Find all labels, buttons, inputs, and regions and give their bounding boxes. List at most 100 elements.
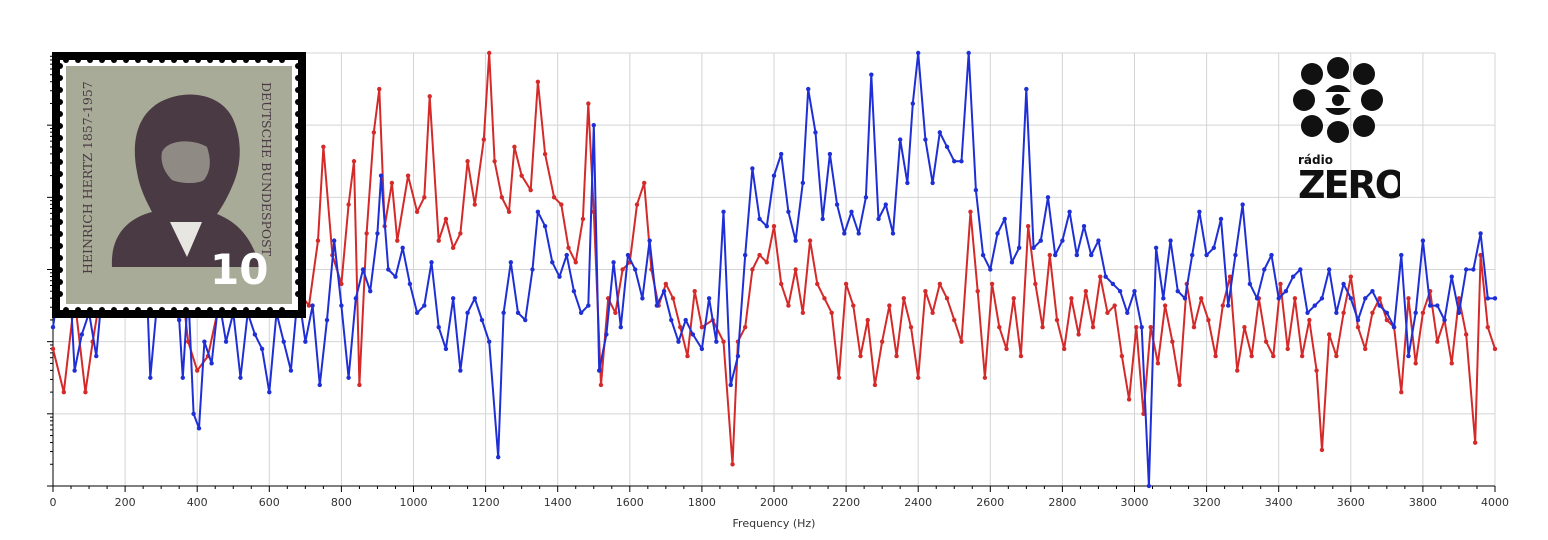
data-point — [443, 216, 449, 222]
data-point — [1283, 288, 1289, 294]
data-point — [1334, 353, 1339, 359]
data-point — [968, 209, 973, 214]
data-point — [1285, 346, 1290, 352]
data-point — [591, 122, 596, 128]
data-point — [1240, 202, 1245, 207]
data-point — [1427, 303, 1433, 308]
data-point — [883, 202, 888, 207]
data-point — [944, 144, 950, 150]
data-point — [1435, 339, 1440, 344]
data-point — [1242, 325, 1247, 330]
data-point — [586, 303, 591, 308]
data-point — [1269, 252, 1274, 258]
data-point — [647, 238, 652, 243]
data-point — [1262, 267, 1267, 272]
data-point — [443, 346, 449, 352]
data-point — [1341, 310, 1346, 315]
data-point — [786, 209, 791, 214]
data-point — [458, 231, 463, 236]
data-point — [324, 317, 330, 323]
data-point — [764, 260, 769, 265]
data-point — [578, 310, 584, 315]
data-point — [786, 303, 791, 308]
data-point — [856, 231, 861, 236]
data-point — [966, 50, 971, 56]
data-point — [1363, 296, 1368, 301]
data-point — [79, 332, 85, 337]
data-point — [94, 353, 99, 359]
data-point — [559, 202, 564, 207]
x-tick-label: 1600 — [616, 496, 644, 509]
data-point — [389, 180, 395, 186]
data-point — [535, 79, 541, 85]
data-point — [1096, 238, 1101, 243]
data-point — [699, 325, 705, 330]
data-point — [618, 325, 623, 330]
data-point — [620, 267, 625, 272]
x-tick-label: 600 — [259, 496, 280, 509]
data-point — [1024, 86, 1029, 92]
data-point — [83, 389, 88, 395]
data-point — [750, 166, 755, 171]
data-point — [1052, 252, 1058, 258]
data-point — [1463, 267, 1469, 272]
data-point — [557, 274, 562, 279]
data-point — [1226, 303, 1231, 308]
data-point — [386, 267, 391, 272]
data-point — [1126, 397, 1132, 402]
data-point — [663, 281, 669, 287]
data-point — [395, 238, 400, 243]
data-point — [1220, 303, 1226, 308]
data-point — [1276, 296, 1281, 301]
data-point — [1399, 389, 1404, 395]
data-point — [858, 353, 863, 359]
data-point — [357, 382, 362, 388]
data-point — [613, 310, 618, 315]
data-point — [393, 274, 398, 279]
data-point — [1314, 368, 1319, 373]
data-point — [1211, 245, 1217, 251]
data-point — [1153, 245, 1159, 251]
data-point — [61, 389, 67, 395]
data-point — [1074, 252, 1080, 258]
data-point — [1227, 274, 1233, 279]
data-point — [908, 325, 914, 330]
data-point — [807, 238, 813, 243]
data-point — [1090, 325, 1096, 330]
data-point — [465, 159, 470, 164]
data-point — [869, 72, 874, 77]
series-group — [50, 50, 1498, 489]
data-point — [375, 231, 380, 236]
data-point — [863, 195, 869, 200]
data-point — [633, 267, 638, 272]
data-point — [771, 173, 777, 178]
data-point — [1456, 310, 1462, 315]
data-point — [742, 252, 748, 258]
data-point — [1370, 310, 1375, 315]
data-point — [997, 325, 1002, 330]
data-point — [1249, 353, 1254, 359]
data-point — [750, 267, 755, 272]
data-point — [1040, 325, 1045, 330]
x-tick-label: 400 — [187, 496, 208, 509]
data-point — [827, 151, 833, 157]
data-point — [353, 296, 359, 301]
data-point — [959, 159, 964, 164]
data-point — [512, 144, 517, 150]
data-point — [1298, 267, 1303, 272]
data-point — [1348, 274, 1354, 279]
data-point — [571, 288, 577, 294]
data-point — [1054, 317, 1060, 323]
data-point — [916, 375, 921, 380]
data-point — [1103, 274, 1108, 279]
data-point — [1442, 317, 1447, 323]
data-point — [973, 187, 979, 193]
data-point — [1377, 296, 1382, 301]
data-point — [654, 303, 660, 308]
radio-zero-logo: rádio ZERO — [1290, 56, 1408, 207]
data-point — [1263, 339, 1269, 344]
data-point — [1384, 317, 1390, 323]
data-point — [1420, 238, 1426, 243]
data-point — [407, 281, 413, 287]
data-point — [1110, 281, 1116, 287]
